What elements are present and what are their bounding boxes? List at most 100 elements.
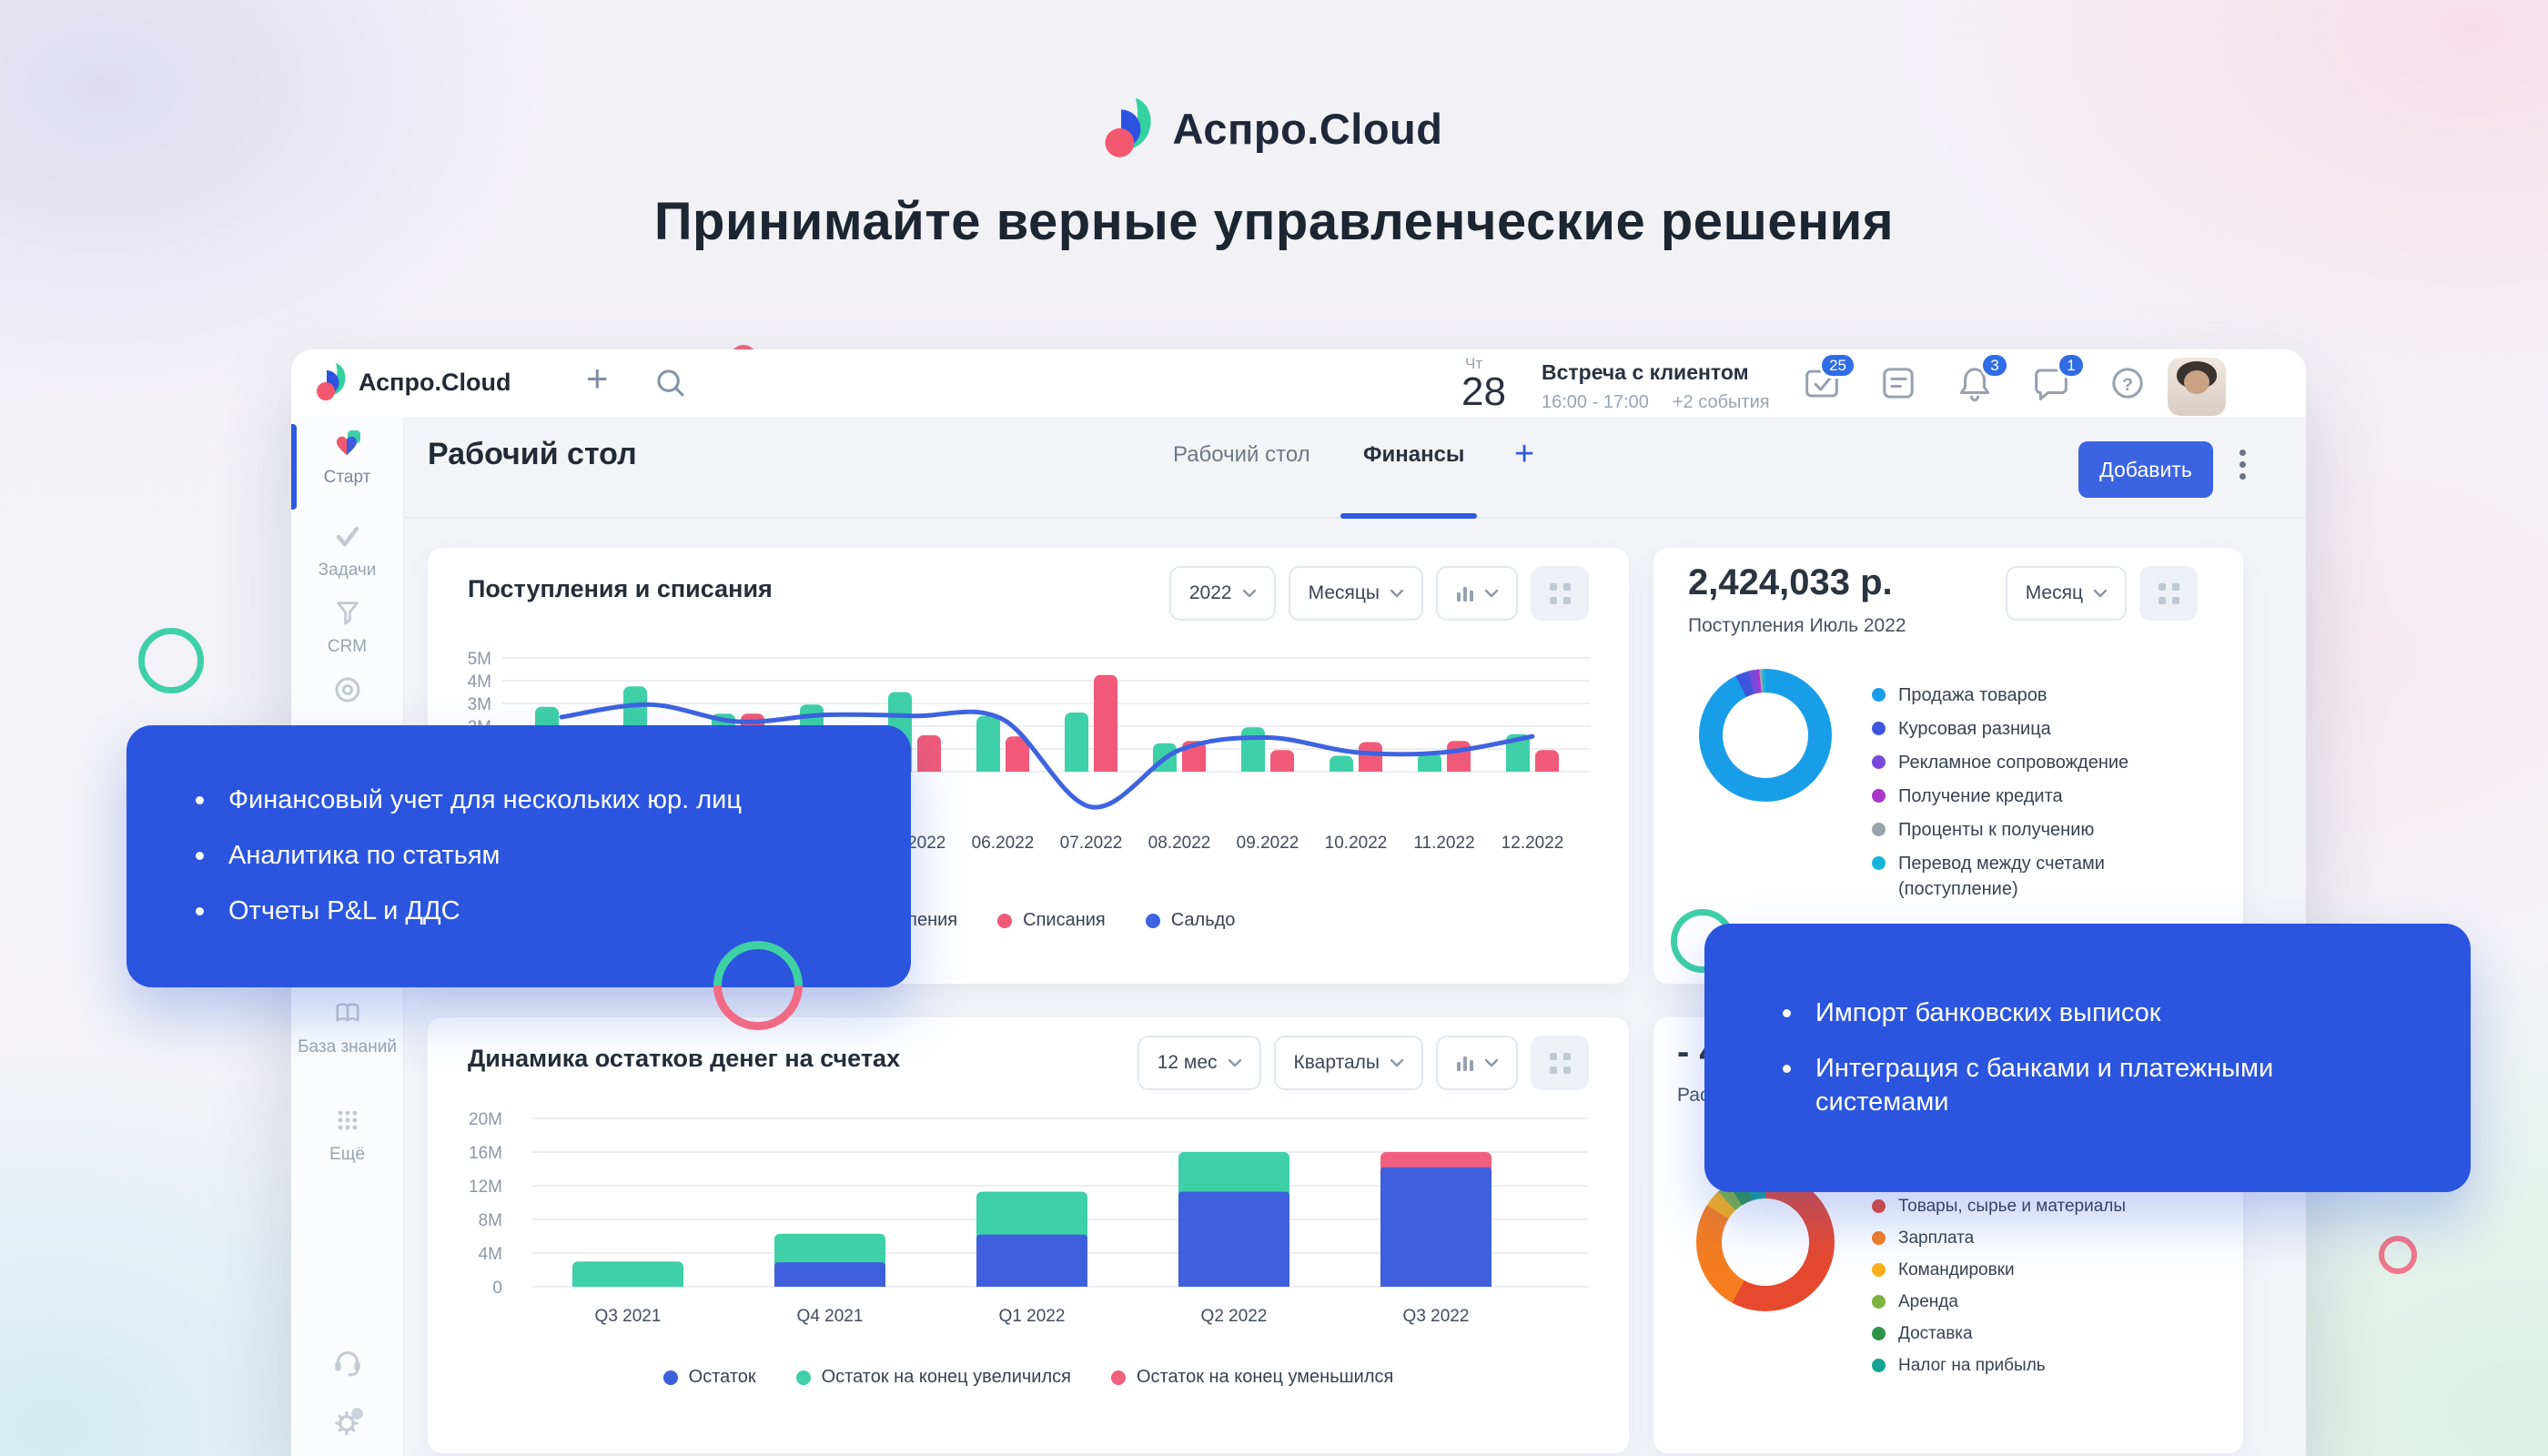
chart-type-dropdown[interactable] bbox=[1436, 1036, 1518, 1090]
legend-dot bbox=[1872, 1199, 1886, 1213]
legend-dot bbox=[795, 1370, 811, 1385]
legend-label: Остаток на конец уменьшился bbox=[1136, 1367, 1394, 1387]
card-title: Поступления и списания bbox=[468, 575, 773, 602]
tab-dashboard[interactable]: Рабочий стол bbox=[1173, 442, 1310, 467]
legend-item: Зарплата bbox=[1872, 1226, 2190, 1250]
period-dropdown[interactable]: Месяцы bbox=[1288, 566, 1423, 621]
bar-chart-icon bbox=[1457, 587, 1473, 602]
card-title: Динамика остатков денег на счетах bbox=[468, 1045, 901, 1072]
svg-text:?: ? bbox=[2122, 375, 2133, 395]
chat-button[interactable]: 1 bbox=[2031, 352, 2086, 403]
income-donut-chart bbox=[1699, 669, 1832, 802]
sidebar-item-knowledge-base[interactable]: База знаний bbox=[291, 999, 403, 1057]
add-tab-button[interactable]: + bbox=[1514, 435, 1535, 473]
event-widget[interactable]: Встреча с клиентом 16:00 - 17:00 +2 собы… bbox=[1542, 360, 1770, 413]
headline: Принимайте верные управленческие решения bbox=[653, 192, 1895, 251]
tasks-check-icon bbox=[336, 526, 359, 547]
income-total: 2,424,033 р. bbox=[1688, 562, 1893, 602]
legend-item: Аренда bbox=[1872, 1289, 2190, 1314]
sidebar-settings-button[interactable] bbox=[291, 1405, 403, 1444]
legend-label: Доставка bbox=[1898, 1324, 1973, 1343]
svg-text:0: 0 bbox=[492, 1279, 502, 1298]
svg-text:Q3 2021: Q3 2021 bbox=[595, 1307, 662, 1326]
callout-bullet: Импорт банковских выписок bbox=[1783, 996, 2347, 1030]
legend-item: Получение кредита bbox=[1872, 784, 2190, 809]
sidebar-item-label: Ещё bbox=[329, 1145, 365, 1164]
feature-callout-banking: Импорт банковских выписок Интеграция с ба… bbox=[1704, 924, 2471, 1192]
legend-dot bbox=[1110, 1370, 1126, 1385]
bar-chart-icon bbox=[1457, 1057, 1473, 1071]
quick-create-button[interactable]: + bbox=[586, 357, 609, 399]
mail-button[interactable]: 25 bbox=[1802, 352, 1856, 403]
legend-label: Сальдо bbox=[1170, 910, 1236, 930]
sidebar-item-label: CRM bbox=[327, 637, 368, 656]
sidebar-item-tasks[interactable]: Задачи bbox=[291, 522, 403, 581]
legend-dot bbox=[1872, 1327, 1886, 1340]
svg-text:Q2 2022: Q2 2022 bbox=[1201, 1307, 1268, 1326]
kebab-menu-button[interactable] bbox=[2238, 444, 2247, 485]
legend-item: Остаток на конец уменьшился bbox=[1110, 1367, 1394, 1388]
calendar-date[interactable]: Чт 28 bbox=[1461, 355, 1506, 414]
svg-text:5M: 5M bbox=[468, 650, 491, 669]
active-item-indicator bbox=[291, 424, 297, 510]
svg-text:Q3 2022: Q3 2022 bbox=[1403, 1307, 1470, 1326]
window-topbar: Аспро.Cloud + Чт 28 Встреча с клиентом 1… bbox=[291, 349, 2306, 417]
callout-bullet: Финансовый учет для нескольких юр. лиц bbox=[196, 784, 760, 817]
tab-finance[interactable]: Финансы bbox=[1363, 442, 1465, 467]
chevron-down-icon bbox=[1228, 1058, 1241, 1067]
legend-item: Курсовая разница bbox=[1872, 716, 2190, 742]
avatar[interactable] bbox=[2168, 358, 2226, 416]
callout-bullet: Аналитика по статьям bbox=[196, 839, 760, 873]
day-number: 28 bbox=[1461, 369, 1506, 414]
income-subtitle: Поступления Июль 2022 bbox=[1688, 615, 1906, 636]
chevron-down-icon bbox=[2094, 589, 2107, 597]
sidebar-item-label: База знаний bbox=[298, 1037, 397, 1057]
search-button[interactable] bbox=[653, 366, 688, 405]
crm-funnel-icon bbox=[336, 602, 359, 625]
bell-icon bbox=[1959, 368, 1990, 402]
legend-label: Продажа товаров bbox=[1898, 685, 2048, 705]
page-title: Рабочий стол bbox=[428, 437, 637, 471]
sidebar-item-more[interactable]: Ещё bbox=[291, 1107, 403, 1165]
legend-label: Налог на прибыль bbox=[1898, 1356, 2046, 1375]
notes-button[interactable] bbox=[1878, 363, 1918, 403]
legend-dot bbox=[1872, 1263, 1886, 1277]
legend-item: Перевод между счетами (поступление) bbox=[1872, 851, 2190, 902]
search-icon bbox=[657, 369, 684, 397]
expense-donut-legend: Товары, сырье и материалы Зарплата Команди… bbox=[1872, 1194, 2190, 1378]
drag-handle[interactable] bbox=[1531, 566, 1589, 621]
svg-text:4M: 4M bbox=[468, 672, 491, 692]
brand-logo-icon bbox=[1105, 97, 1151, 157]
legend-item: Товары, сырье и материалы bbox=[1872, 1194, 2190, 1218]
sidebar-support-button[interactable] bbox=[291, 1343, 403, 1382]
event-time: 16:00 - 17:00 bbox=[1542, 392, 1649, 412]
notifications-button[interactable]: 3 bbox=[1955, 352, 2009, 403]
svg-text:12.2022: 12.2022 bbox=[1502, 834, 1564, 853]
card-balance-dynamics: Динамика остатков денег на счетах 12 мес… bbox=[428, 1017, 1629, 1453]
legend-item: Сальдо bbox=[1145, 910, 1236, 931]
range-dropdown[interactable]: 12 мес bbox=[1137, 1036, 1261, 1090]
legend-dot bbox=[662, 1370, 678, 1385]
svg-text:07.2022: 07.2022 bbox=[1060, 834, 1123, 853]
chevron-down-icon bbox=[1485, 1058, 1498, 1067]
svg-text:4M: 4M bbox=[479, 1245, 502, 1264]
period-dropdown[interactable]: Месяц bbox=[2005, 566, 2127, 621]
brand-name: Аспро.Cloud bbox=[1172, 104, 1443, 153]
decor-ring-teal-left bbox=[138, 628, 204, 693]
period-dropdown[interactable]: Кварталы bbox=[1273, 1036, 1423, 1090]
legend-dot bbox=[1872, 856, 1886, 870]
add-widget-button[interactable]: Добавить bbox=[2078, 441, 2213, 498]
legend-label: Курсовая разница bbox=[1898, 719, 2051, 739]
help-button[interactable]: ? bbox=[2108, 363, 2148, 403]
chart-type-dropdown[interactable] bbox=[1436, 566, 1518, 621]
legend-dot bbox=[997, 913, 1013, 928]
year-dropdown[interactable]: 2022 bbox=[1168, 566, 1276, 621]
sidebar-item-start[interactable]: Старт bbox=[291, 430, 403, 488]
svg-text:8M: 8M bbox=[479, 1211, 502, 1230]
brand-logo: Аспро.Cloud bbox=[1105, 96, 1443, 160]
drag-handle[interactable] bbox=[2139, 566, 2198, 621]
drag-handle[interactable] bbox=[1531, 1036, 1589, 1090]
sidebar-item-crm[interactable]: CRM bbox=[291, 599, 403, 657]
sidebar-item-finance[interactable] bbox=[291, 674, 403, 715]
